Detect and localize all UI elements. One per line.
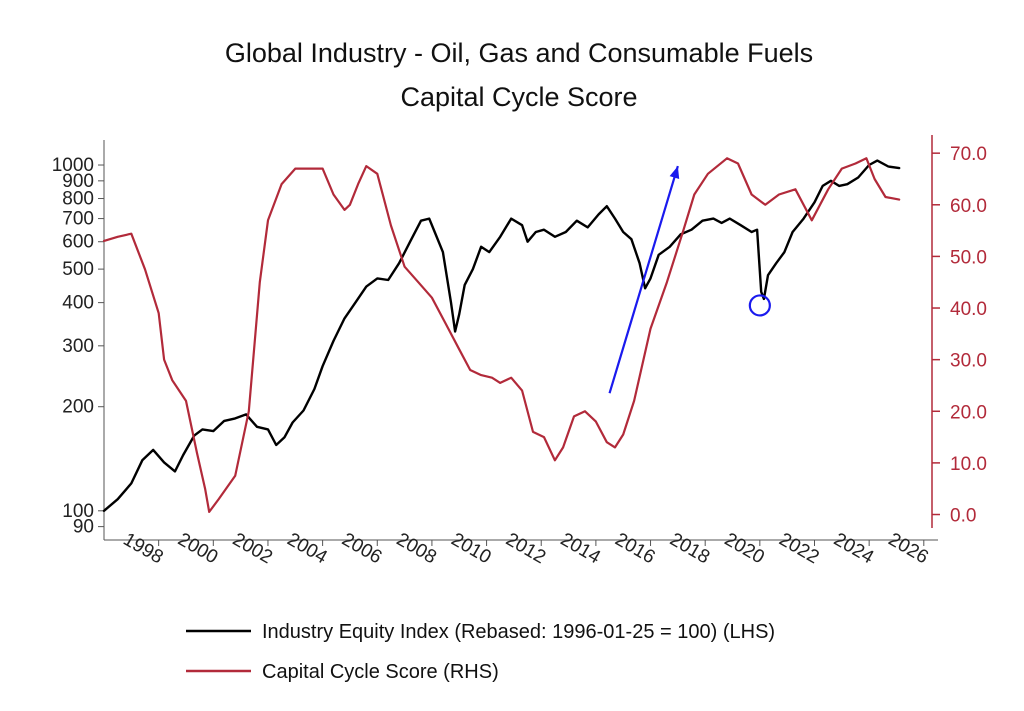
x-tick-label: 2022 <box>775 529 822 568</box>
x-tick-label: 2018 <box>666 529 713 568</box>
annotation-layer <box>608 165 771 394</box>
x-tick-label: 1998 <box>120 529 167 568</box>
annotation-arrow-head <box>669 166 680 179</box>
annotation-circle <box>748 294 771 317</box>
x-tick-label: 2016 <box>611 529 658 568</box>
chart-title: Global Industry - Oil, Gas and Consumabl… <box>225 38 813 68</box>
legend-label-index: Industry Equity Index (Rebased: 1996-01-… <box>262 621 775 643</box>
left-tick-label: 200 <box>62 397 94 418</box>
x-tick-label: 2002 <box>229 529 276 568</box>
left-tick-label: 500 <box>62 259 94 280</box>
x-tick-label: 2000 <box>174 529 221 568</box>
right-tick-label: 30.0 <box>950 351 987 372</box>
legend: Industry Equity Index (Rebased: 1996-01-… <box>186 621 775 683</box>
right-axis: 0.0 10.0 20.0 30.0 40.0 50.0 60.0 70.0 <box>931 135 987 528</box>
right-tick-label: 40.0 <box>950 299 987 320</box>
x-tick-label: 2006 <box>338 529 385 568</box>
right-tick-label: 10.0 <box>950 454 987 475</box>
left-tick-label: 1000 <box>52 155 94 176</box>
annotation-arrow-shaft <box>608 165 679 394</box>
x-tick-label: 2012 <box>502 529 549 568</box>
x-tick-label: 2008 <box>393 529 440 568</box>
x-tick-label: 2010 <box>447 529 494 568</box>
left-tick-label: 900 <box>62 171 94 192</box>
x-tick-label: 2024 <box>830 529 877 569</box>
series-layer <box>102 157 901 513</box>
series-line-capital-cycle-score <box>102 157 901 513</box>
left-tick-label: 800 <box>62 189 94 210</box>
x-tick-label: 2020 <box>721 529 768 568</box>
x-tick-label: 2014 <box>557 529 604 569</box>
series-line-industry-equity-index <box>102 159 901 512</box>
chart-subtitle: Capital Cycle Score <box>400 82 637 112</box>
right-tick-label: 50.0 <box>950 247 987 268</box>
right-tick-label: 60.0 <box>950 196 987 217</box>
x-tick-label: 2026 <box>885 529 932 568</box>
right-tick-label: 70.0 <box>950 144 987 165</box>
right-tick-label: 20.0 <box>950 402 987 423</box>
left-tick-label: 300 <box>62 336 94 357</box>
left-tick-label: 90 <box>73 517 94 538</box>
left-tick-label: 100 <box>62 501 94 522</box>
legend-label-score: Capital Cycle Score (RHS) <box>262 661 499 683</box>
x-tick-label: 2004 <box>283 529 330 569</box>
left-tick-label: 700 <box>62 209 94 230</box>
right-tick-label: 0.0 <box>950 506 976 527</box>
left-tick-label: 600 <box>62 232 94 253</box>
x-axis: 1998 2000 2002 2004 2006 2008 2010 2012 2014 2016… <box>104 529 938 569</box>
left-tick-label: 400 <box>62 293 94 314</box>
